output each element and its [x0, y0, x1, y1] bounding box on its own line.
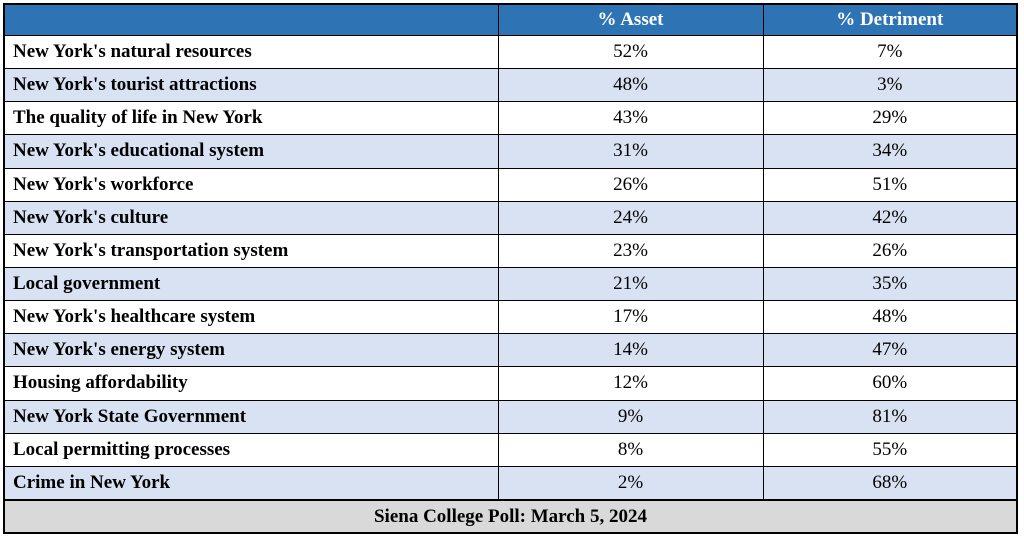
- table-row: New York's tourist attractions 48% 3%: [3, 68, 1018, 103]
- table-row: The quality of life in New York 43% 29%: [3, 101, 1018, 136]
- table-row: New York's culture 24% 42%: [3, 200, 1018, 235]
- row-item-label: New York's culture: [3, 200, 499, 235]
- table-row: New York's natural resources 52% 7%: [3, 34, 1018, 70]
- row-item-label: The quality of life in New York: [3, 101, 499, 136]
- header-asset: % Asset: [497, 3, 764, 36]
- table-row: New York's healthcare system 17% 48%: [3, 300, 1018, 335]
- table-row: Housing affordability 12% 60%: [3, 366, 1018, 401]
- table-row: New York State Government 9% 81%: [3, 399, 1018, 434]
- table-row: Crime in New York 2% 68%: [3, 465, 1018, 501]
- row-asset-value: 43%: [497, 101, 764, 136]
- row-detriment-value: 3%: [762, 68, 1018, 103]
- table-row: New York's energy system 14% 47%: [3, 333, 1018, 368]
- table-row: Local government 21% 35%: [3, 266, 1018, 302]
- table-row: New York's educational system 31% 34%: [3, 134, 1018, 169]
- poll-results-table: % Asset % Detriment New York's natural r…: [3, 3, 1018, 534]
- row-detriment-value: 29%: [762, 101, 1018, 136]
- table-row: Local permitting processes 8% 55%: [3, 432, 1018, 467]
- row-detriment-value: 34%: [762, 134, 1018, 169]
- row-item-label: New York State Government: [3, 399, 499, 434]
- table-row: New York's transportation system 23% 26%: [3, 233, 1018, 268]
- row-item-label: New York's transportation system: [3, 233, 499, 268]
- row-detriment-value: 26%: [762, 233, 1018, 268]
- row-detriment-value: 47%: [762, 333, 1018, 368]
- row-detriment-value: 81%: [762, 399, 1018, 434]
- source-note: Siena College Poll: March 5, 2024: [3, 499, 1018, 534]
- row-detriment-value: 42%: [762, 200, 1018, 235]
- header-row: % Asset % Detriment: [3, 3, 1018, 36]
- row-asset-value: 12%: [497, 366, 764, 401]
- row-item-label: New York's healthcare system: [3, 300, 499, 335]
- row-detriment-value: 51%: [762, 167, 1018, 202]
- row-item-label: New York's educational system: [3, 134, 499, 169]
- row-asset-value: 17%: [497, 300, 764, 335]
- row-item-label: New York's workforce: [3, 167, 499, 202]
- row-item-label: Local permitting processes: [3, 432, 499, 467]
- row-asset-value: 2%: [497, 465, 764, 501]
- row-item-label: New York's tourist attractions: [3, 68, 499, 103]
- row-detriment-value: 7%: [762, 34, 1018, 70]
- row-detriment-value: 48%: [762, 300, 1018, 335]
- row-asset-value: 52%: [497, 34, 764, 70]
- row-detriment-value: 68%: [762, 465, 1018, 501]
- row-item-label: Local government: [3, 266, 499, 302]
- row-item-label: New York's natural resources: [3, 34, 499, 70]
- table-body: New York's natural resources 52% 7% New Yor…: [3, 34, 1018, 501]
- row-detriment-value: 60%: [762, 366, 1018, 401]
- footer-row: Siena College Poll: March 5, 2024: [3, 499, 1018, 534]
- header-detriment: % Detriment: [762, 3, 1018, 36]
- row-asset-value: 31%: [497, 134, 764, 169]
- row-asset-value: 14%: [497, 333, 764, 368]
- row-asset-value: 23%: [497, 233, 764, 268]
- header-item: [3, 3, 499, 36]
- row-asset-value: 48%: [497, 68, 764, 103]
- row-asset-value: 26%: [497, 167, 764, 202]
- row-detriment-value: 35%: [762, 266, 1018, 302]
- table-row: New York's workforce 26% 51%: [3, 167, 1018, 202]
- row-detriment-value: 55%: [762, 432, 1018, 467]
- row-item-label: Housing affordability: [3, 366, 499, 401]
- row-asset-value: 8%: [497, 432, 764, 467]
- row-item-label: Crime in New York: [3, 465, 499, 501]
- row-asset-value: 9%: [497, 399, 764, 434]
- row-asset-value: 21%: [497, 266, 764, 302]
- row-item-label: New York's energy system: [3, 333, 499, 368]
- row-asset-value: 24%: [497, 200, 764, 235]
